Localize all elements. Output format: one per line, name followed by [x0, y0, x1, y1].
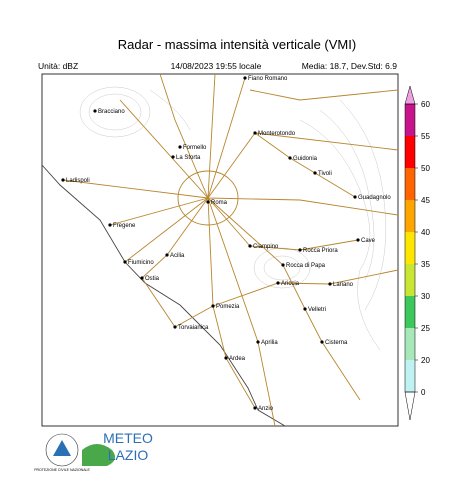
city-label: La Storta [176, 155, 201, 161]
colorbar-tick-label: 60 [421, 100, 430, 109]
city-dot [243, 76, 247, 80]
city-dot [108, 223, 112, 227]
city-dot [253, 131, 257, 135]
city-label: Lariano [333, 282, 354, 288]
colorbar-bin [405, 296, 415, 328]
colorbar-tick-label: 45 [421, 196, 430, 205]
city-label: Pomezia [216, 304, 240, 310]
city-label: Ciampino [253, 244, 279, 250]
city-label: Fregene [113, 223, 136, 229]
city-label: Anzio [258, 406, 274, 412]
city-dot [328, 282, 332, 286]
datetime: 14/08/2023 19:55 locale [171, 61, 262, 71]
city-dot [206, 200, 210, 204]
city-dot [356, 238, 360, 242]
city-dot [123, 260, 127, 264]
city-label: Ladispoli [66, 178, 90, 184]
colorbar-tick-label: 35 [421, 260, 430, 269]
coastline [41, 164, 286, 427]
city-label: Guadagnolo [358, 195, 391, 201]
city-dot [253, 406, 257, 410]
colorbar-bin [405, 168, 415, 200]
city-dot [178, 145, 182, 149]
city-dot [171, 155, 175, 159]
colorbar-bin [405, 200, 415, 232]
logo-map [82, 444, 116, 466]
city-dot [224, 356, 228, 360]
city-dot [61, 178, 65, 182]
colorbar-bin [405, 104, 415, 136]
city-dot [303, 307, 307, 311]
city-dot [140, 276, 144, 280]
city-label: Cave [361, 238, 376, 244]
city-label: Tivoli [318, 171, 332, 177]
logo-circle [45, 433, 79, 467]
logo-triangle [53, 440, 71, 456]
logo-lazio: LAZIO [108, 447, 149, 463]
unit: Unità: dBZ [38, 61, 78, 71]
city-dot [256, 340, 260, 344]
map-frame [41, 73, 399, 427]
logo-meteo: METEO [103, 430, 153, 446]
city-dot [320, 340, 324, 344]
colorbar-under [404, 391, 416, 421]
city-label: Ardea [229, 356, 246, 362]
colorbar-bin [405, 136, 415, 168]
city-label: Acilia [170, 253, 185, 259]
city-label: Ariccia [281, 281, 300, 287]
city-label: Velletri [308, 307, 326, 313]
colorbar-bin [405, 264, 415, 296]
colorbar-bin [405, 232, 415, 264]
city-label: Guidonia [293, 156, 318, 162]
colorbar: 0 20 25 30 35 40 45 50 55 60 [404, 85, 430, 421]
city-label: Formello [183, 145, 207, 151]
city-label: Rocca di Papa [286, 263, 326, 269]
colorbar-tick-label: 30 [421, 292, 430, 301]
title: Radar - massima intensità verticale (VMI… [118, 37, 356, 52]
city-label: Monterotondo [258, 131, 296, 137]
city-label: Rocca Priora [303, 248, 338, 254]
city-dot [353, 195, 357, 199]
city-dot [211, 304, 215, 308]
city-layer: Fiano Romano Bracciano Formello Monterotond… [61, 76, 391, 412]
colorbar-bin [405, 328, 415, 360]
city-label: Fiumicino [128, 260, 154, 266]
city-label: Roma [211, 200, 228, 206]
colorbar-tick-label: 40 [421, 228, 430, 237]
city-label: Bracciano [98, 109, 125, 115]
colorbar-tick-label: 25 [421, 324, 430, 333]
colorbar-tick-label: 0 [421, 388, 426, 397]
colorbar-tick-label: 55 [421, 132, 430, 141]
city-label: Torvaianica [178, 325, 209, 331]
roads [62, 73, 399, 427]
city-dot [298, 248, 302, 252]
city-dot [276, 281, 280, 285]
city-dot [93, 109, 97, 113]
city-label: Ostia [145, 276, 160, 282]
colorbar-tick-label: 50 [421, 164, 430, 173]
contours [79, 86, 387, 351]
colorbar-bin [405, 360, 415, 392]
city-dot [281, 263, 285, 267]
map: Fiano Romano Bracciano Formello Monterotond… [41, 73, 399, 427]
colorbar-over [404, 85, 416, 105]
city-label: Fiano Romano [248, 76, 288, 82]
city-dot [165, 253, 169, 257]
city-label: Cisterna [325, 340, 348, 346]
colorbar-frame [404, 103, 416, 393]
city-dot [248, 244, 252, 248]
stats: Media: 18.7, Dev.Std: 6.9 [302, 61, 398, 71]
colorbar-tick-label: 20 [421, 356, 430, 365]
city-dot [173, 325, 177, 329]
city-dot [288, 156, 292, 160]
city-dot [313, 171, 317, 175]
city-label: Aprilia [261, 340, 278, 346]
logos: PROTEZIONE CIVILE NAZIONALE METEO LAZIO [34, 430, 153, 472]
logo-left-text: PROTEZIONE CIVILE NAZIONALE [34, 468, 90, 472]
